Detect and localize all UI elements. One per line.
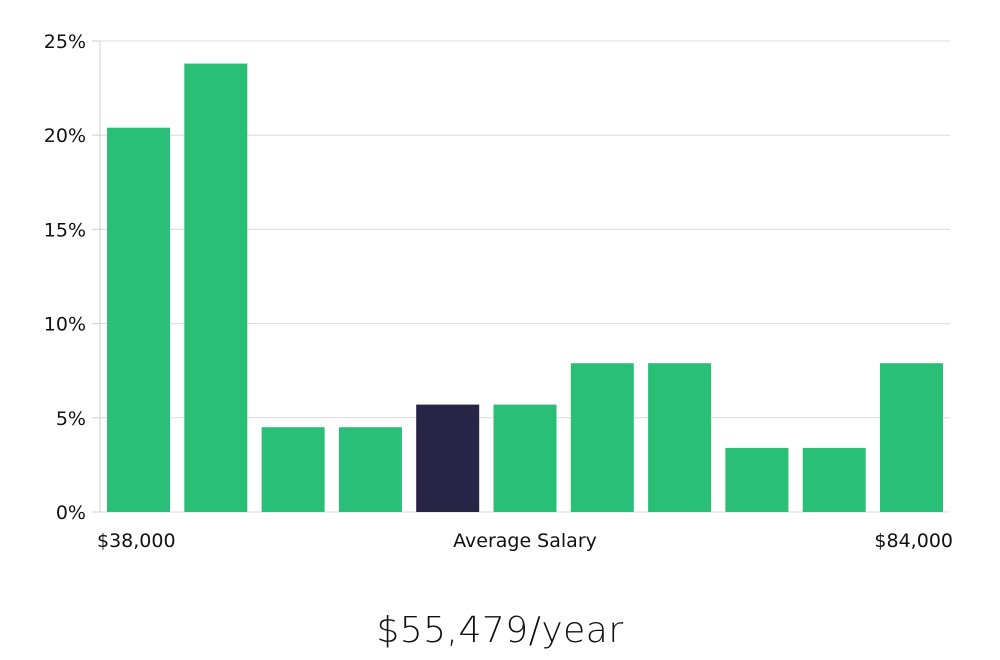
y-tick-label: 10% — [44, 314, 86, 336]
y-tick-label: 5% — [56, 408, 86, 430]
bars — [107, 63, 943, 512]
bar — [802, 447, 866, 512]
y-axis: 0% 5% 10% 15% 20% 25% — [44, 31, 101, 524]
bar — [725, 447, 789, 512]
bar — [570, 363, 634, 512]
bar — [261, 427, 325, 512]
y-tick-label: 20% — [44, 125, 86, 147]
average-salary-value: $55,479/year — [376, 610, 624, 651]
bar — [648, 363, 712, 512]
y-tick-label: 0% — [56, 502, 86, 524]
salary-histogram: 0%5%10%15%20%25% $38,000 Average Salary … — [44, 31, 953, 552]
x-max-label: $84,000 — [874, 530, 953, 552]
x-center-label: Average Salary — [453, 530, 597, 552]
bar — [184, 63, 248, 512]
y-tick-label: 15% — [44, 219, 86, 241]
bar-highlighted — [416, 404, 480, 512]
bar — [880, 363, 943, 512]
bar — [493, 404, 557, 512]
bar — [338, 427, 402, 512]
bar — [107, 127, 170, 512]
y-tick-label: 25% — [44, 31, 86, 53]
x-min-label: $38,000 — [97, 530, 176, 552]
